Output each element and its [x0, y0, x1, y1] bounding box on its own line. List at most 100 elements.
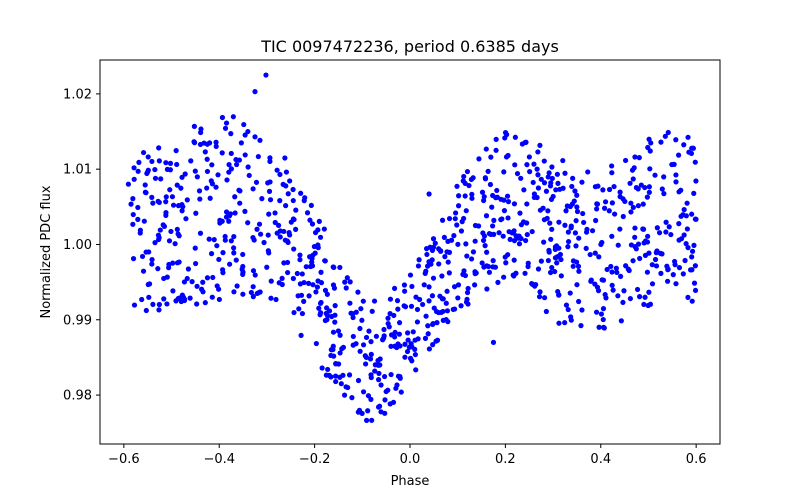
data-point — [598, 311, 605, 317]
data-point — [245, 128, 251, 135]
data-point — [602, 199, 609, 205]
data-point — [501, 169, 507, 175]
data-point — [546, 247, 552, 253]
data-point — [344, 275, 350, 281]
data-point — [534, 194, 540, 201]
data-point — [323, 372, 329, 378]
data-point — [507, 236, 513, 242]
data-point — [268, 295, 274, 301]
data-point — [145, 281, 151, 288]
x-axis-label: Phase — [391, 474, 430, 489]
data-point — [375, 377, 382, 383]
data-point — [547, 269, 554, 276]
data-point — [181, 279, 187, 285]
data-point — [558, 256, 564, 263]
data-point — [237, 200, 243, 206]
data-point — [691, 280, 698, 286]
data-point — [208, 178, 214, 184]
data-point — [246, 172, 252, 179]
data-point — [298, 332, 304, 338]
data-point — [363, 334, 370, 341]
data-point — [658, 270, 664, 276]
data-point — [635, 203, 641, 209]
data-point — [682, 257, 688, 264]
data-point — [581, 219, 587, 226]
data-point — [523, 237, 529, 244]
data-point — [592, 281, 598, 287]
data-point — [381, 373, 388, 380]
data-point — [527, 169, 533, 175]
data-point — [640, 201, 646, 207]
data-point — [685, 245, 691, 251]
data-point — [609, 200, 615, 206]
data-point — [321, 226, 327, 232]
data-point — [317, 234, 324, 240]
data-point — [293, 226, 299, 232]
data-point — [549, 175, 555, 182]
data-point — [130, 196, 136, 202]
data-point — [366, 328, 372, 334]
data-point — [653, 250, 659, 256]
data-point — [499, 216, 505, 222]
data-point — [609, 233, 615, 239]
data-point — [553, 187, 559, 193]
data-point — [350, 314, 356, 321]
data-point — [644, 194, 650, 200]
data-point — [380, 337, 386, 343]
data-point — [513, 270, 519, 276]
data-point — [414, 319, 421, 325]
data-point — [464, 289, 471, 296]
data-point — [161, 296, 167, 302]
data-point — [264, 264, 270, 270]
data-point — [426, 298, 432, 304]
data-point — [458, 303, 464, 309]
data-point — [348, 310, 354, 316]
data-point — [405, 337, 411, 343]
data-point — [357, 348, 363, 354]
data-point — [228, 131, 234, 137]
data-point — [226, 162, 232, 168]
data-point — [656, 230, 663, 236]
data-point — [242, 152, 248, 158]
data-point — [676, 237, 682, 243]
data-point — [683, 241, 689, 247]
data-point — [543, 308, 549, 315]
data-point — [629, 167, 636, 173]
data-point — [189, 279, 195, 285]
data-point — [392, 334, 398, 340]
data-point — [672, 258, 678, 265]
data-point — [268, 278, 274, 284]
data-point — [385, 315, 391, 321]
data-point — [345, 384, 351, 391]
data-point — [567, 203, 573, 210]
data-point — [363, 361, 369, 367]
data-point — [156, 301, 162, 308]
x-tick-label: 0.2 — [495, 452, 516, 467]
data-point — [318, 280, 325, 286]
data-point — [609, 163, 615, 169]
data-point — [395, 341, 401, 347]
data-point — [416, 257, 422, 263]
data-point — [266, 188, 273, 194]
data-point — [191, 123, 197, 129]
data-point — [692, 263, 698, 269]
data-point — [364, 417, 370, 423]
data-point — [277, 171, 283, 178]
data-point — [632, 225, 638, 231]
data-point — [137, 227, 143, 233]
data-point — [409, 358, 415, 364]
data-point — [402, 304, 409, 310]
data-point — [188, 158, 194, 164]
data-point — [169, 194, 176, 200]
data-point — [157, 227, 163, 233]
data-point — [636, 155, 642, 161]
data-point — [198, 129, 204, 136]
data-point — [222, 237, 228, 243]
data-point — [240, 251, 246, 258]
data-point — [149, 257, 155, 263]
data-point — [307, 263, 314, 270]
data-point — [227, 211, 233, 217]
data-point — [670, 272, 676, 278]
data-point — [290, 186, 296, 193]
data-point — [141, 218, 147, 224]
